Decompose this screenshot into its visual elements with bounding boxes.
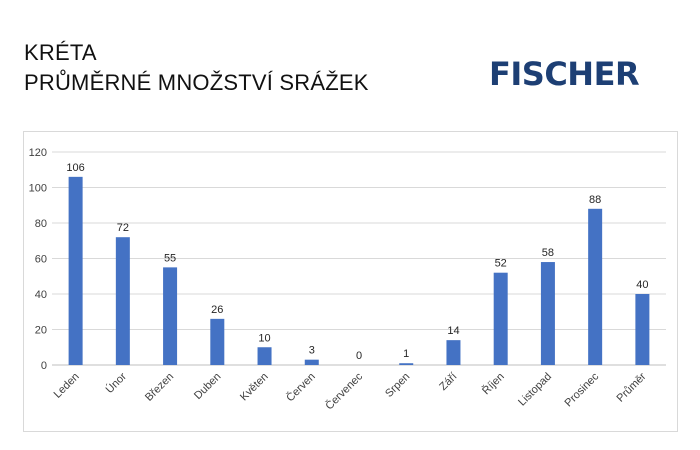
category-label: Listopad: [516, 371, 554, 409]
category-label: Leden: [52, 371, 82, 401]
y-tick-label: 60: [35, 254, 47, 266]
data-label: 14: [447, 325, 459, 337]
category-label: Srpen: [383, 371, 412, 400]
bar: [446, 340, 461, 365]
y-tick-label: 120: [29, 147, 47, 159]
bar: [304, 359, 319, 365]
data-label: 40: [636, 279, 648, 291]
title-line-2: PRŮMĚRNÉ MNOŽSTVÍ SRÁŽEK: [24, 70, 369, 95]
data-label: 10: [258, 332, 270, 344]
category-label: Březen: [143, 371, 176, 404]
category-label: Květen: [238, 371, 271, 404]
category-label: Říjen: [479, 370, 506, 397]
bar: [540, 262, 555, 365]
chart-title: KRÉTA PRŮMĚRNÉ MNOŽSTVÍ SRÁŽEK: [24, 38, 369, 98]
bar: [68, 176, 83, 365]
title-line-1: KRÉTA: [24, 40, 97, 65]
y-tick-label: 80: [35, 218, 47, 230]
data-label: 106: [66, 162, 84, 174]
y-tick-label: 0: [41, 360, 47, 372]
category-label: Září: [437, 371, 459, 393]
data-label: 55: [164, 252, 176, 264]
data-label: 58: [542, 247, 554, 259]
y-tick-label: 20: [35, 325, 47, 337]
category-label: Průměr: [615, 370, 649, 404]
data-label: 0: [356, 350, 362, 362]
category-label: Červenec: [323, 370, 366, 413]
bar: [210, 318, 225, 365]
chart-area: [23, 131, 678, 432]
category-label: Únor: [103, 370, 129, 396]
category-label: Prosinec: [563, 370, 602, 409]
bar: [399, 363, 414, 365]
bar: [115, 237, 130, 365]
brand-logo: FISCHER: [489, 55, 640, 93]
data-label: 1: [403, 348, 409, 360]
bar: [163, 267, 178, 365]
category-label: Červen: [284, 370, 318, 404]
y-tick-label: 100: [29, 183, 47, 195]
bar: [635, 294, 650, 365]
data-label: 88: [589, 194, 601, 206]
data-label: 72: [117, 222, 129, 234]
data-label: 52: [495, 258, 507, 270]
category-label: Duben: [192, 371, 223, 402]
data-label: 3: [309, 345, 315, 357]
y-tick-label: 40: [35, 289, 47, 301]
bar: [257, 347, 272, 365]
data-label: 26: [211, 304, 223, 316]
bar: [493, 272, 508, 365]
bar: [588, 208, 603, 365]
